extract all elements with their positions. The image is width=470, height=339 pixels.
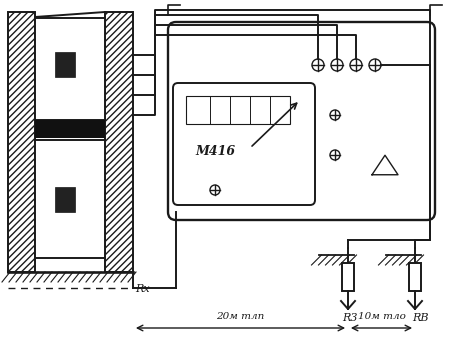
Text: R3: R3 [342,313,358,323]
Text: Rx: Rx [135,284,149,294]
Bar [342,263,354,291]
Bar [35,140,105,258]
FancyBboxPatch shape [173,83,315,205]
Bar [35,120,105,138]
Text: М416: М416 [195,145,235,158]
Bar [55,52,75,77]
Text: 20м тлп: 20м тлп [216,312,265,321]
Text: RB: RB [412,313,429,323]
Text: 10м тло: 10м тло [358,312,406,321]
Bar [105,12,133,272]
Bar [55,186,75,212]
FancyBboxPatch shape [168,22,435,220]
Bar [8,12,35,272]
Bar [409,263,421,291]
Bar [105,12,133,272]
Bar [186,96,290,124]
Bar [35,18,105,120]
Bar [8,12,35,272]
